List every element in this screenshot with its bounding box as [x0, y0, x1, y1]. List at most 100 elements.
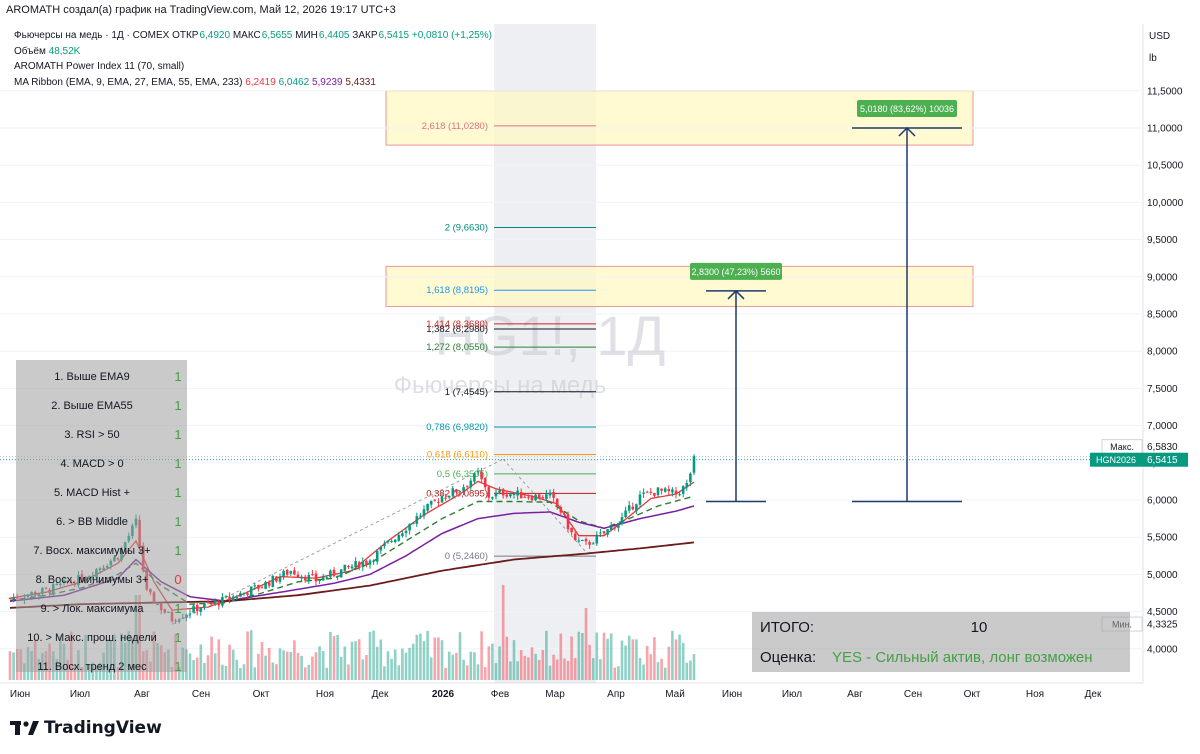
candle — [581, 540, 584, 542]
volume-bar — [383, 666, 386, 680]
fib-label: 2 (9,6630) — [445, 222, 488, 233]
legend-ribbon-row[interactable]: MA Ribbon (EMA, 9, EMA, 27, EMA, 55, EMA… — [14, 75, 492, 91]
candle — [429, 500, 433, 505]
candle — [620, 517, 624, 524]
volume-bar — [419, 633, 422, 680]
volume-bar — [379, 639, 383, 680]
candle — [386, 540, 390, 543]
chart-legend: Фьючерсы на медь · 1Д · COMEX ОТКР6,4920… — [14, 28, 492, 90]
volume-bar — [350, 641, 354, 680]
price-tick-label: 10,5000 — [1147, 161, 1184, 172]
volume-bar — [674, 639, 678, 680]
volume-bar — [494, 662, 498, 680]
volume-bar — [516, 661, 519, 680]
volume-bar — [239, 667, 242, 680]
current-price-tag[interactable] — [1090, 452, 1143, 467]
volume-bar — [667, 646, 671, 680]
volume-bar — [527, 657, 530, 680]
volume-bar — [563, 658, 566, 680]
volume-bar — [602, 632, 606, 680]
candle — [537, 494, 541, 499]
volume-bar — [303, 667, 307, 680]
time-tick-label: Дек — [1085, 689, 1102, 700]
time-tick-label: Июл — [782, 689, 802, 700]
volume-bar — [397, 665, 401, 680]
target-label-box — [690, 262, 782, 280]
candle — [473, 473, 476, 482]
svg-text:1,272 (8,0550): 1,272 (8,0550) — [426, 342, 488, 353]
price-unit[interactable]: lb — [1149, 53, 1157, 64]
price-tick-label: 7,0000 — [1147, 421, 1178, 432]
volume-bar — [480, 631, 483, 680]
volume-bar — [210, 636, 213, 680]
target-zone-2[interactable] — [385, 90, 974, 146]
volume-bar — [545, 630, 548, 680]
volume-bar — [343, 646, 347, 680]
trend-line-down[interactable] — [502, 458, 587, 553]
svg-text:1 (7,4545): 1 (7,4545) — [445, 387, 488, 398]
volume-bar — [599, 659, 602, 680]
volume-bar — [289, 652, 293, 680]
candle — [566, 514, 570, 530]
candle — [321, 576, 325, 581]
volume-bar — [534, 653, 537, 680]
volume-bar — [221, 664, 224, 680]
volume-bar — [260, 642, 264, 680]
candle — [426, 503, 429, 511]
candle — [329, 570, 332, 577]
candle — [689, 473, 692, 483]
volume-bar — [73, 664, 77, 680]
volume-bar — [530, 647, 534, 680]
watermark-name: Фьючерсы на медь — [394, 372, 606, 399]
candle — [588, 542, 591, 545]
candle — [555, 498, 559, 507]
candle — [638, 494, 642, 505]
svg-text:2,618 (11,0280): 2,618 (11,0280) — [422, 121, 488, 132]
time-tick-label: Мар — [545, 689, 565, 700]
volume-bar — [638, 658, 642, 680]
checklist-item-score: 1 — [174, 427, 181, 442]
volume-bar — [217, 639, 221, 680]
target-zone-1[interactable] — [385, 265, 974, 308]
checklist-item-label: 10. > Макс. прош. недели — [27, 632, 157, 644]
legend-symbol-row[interactable]: Фьючерсы на медь · 1Д · COMEX ОТКР6,4920… — [14, 28, 492, 44]
current-price-value-box — [1143, 452, 1188, 467]
volume-bar — [203, 662, 206, 680]
candle — [552, 492, 555, 498]
candle — [483, 478, 487, 488]
ohlc-open-label: ОТКР — [172, 30, 199, 41]
volume-bar — [491, 643, 494, 680]
candle — [278, 577, 282, 582]
volume-bar — [584, 608, 588, 680]
fib-label: 0,786 (6,9820) — [426, 422, 488, 433]
candle — [267, 582, 271, 586]
time-tick-label: Май — [665, 689, 685, 700]
candle — [451, 488, 455, 496]
volume-bar — [609, 633, 613, 680]
target-arrowhead — [898, 126, 916, 137]
volume-bar — [570, 636, 573, 680]
candle — [347, 565, 350, 567]
candle — [397, 534, 401, 541]
candle — [480, 471, 483, 480]
volume-bar — [325, 667, 329, 680]
volume-bar — [681, 642, 685, 680]
candle — [375, 550, 379, 562]
time-tick-label: Окт — [964, 689, 981, 700]
candle — [343, 564, 347, 571]
volume-bar — [617, 666, 620, 680]
tradingview-logo[interactable]: TradingView — [10, 718, 162, 738]
candle — [494, 492, 498, 497]
candle — [415, 516, 419, 524]
volume-bar — [307, 664, 311, 680]
volume-bar — [282, 650, 285, 680]
candle — [617, 523, 620, 528]
checklist-item-label: 1. Выше EMA9 — [54, 371, 129, 383]
legend-indicator-row[interactable]: AROMATH Power Index 11 (70, small) — [14, 59, 492, 75]
price-tick-label: 4,5000 — [1147, 607, 1178, 618]
candle — [559, 506, 563, 513]
volume-bar — [429, 657, 433, 680]
legend-volume-row[interactable]: Объём 48,52K — [14, 44, 492, 60]
currency-unit[interactable]: USD — [1149, 31, 1171, 42]
